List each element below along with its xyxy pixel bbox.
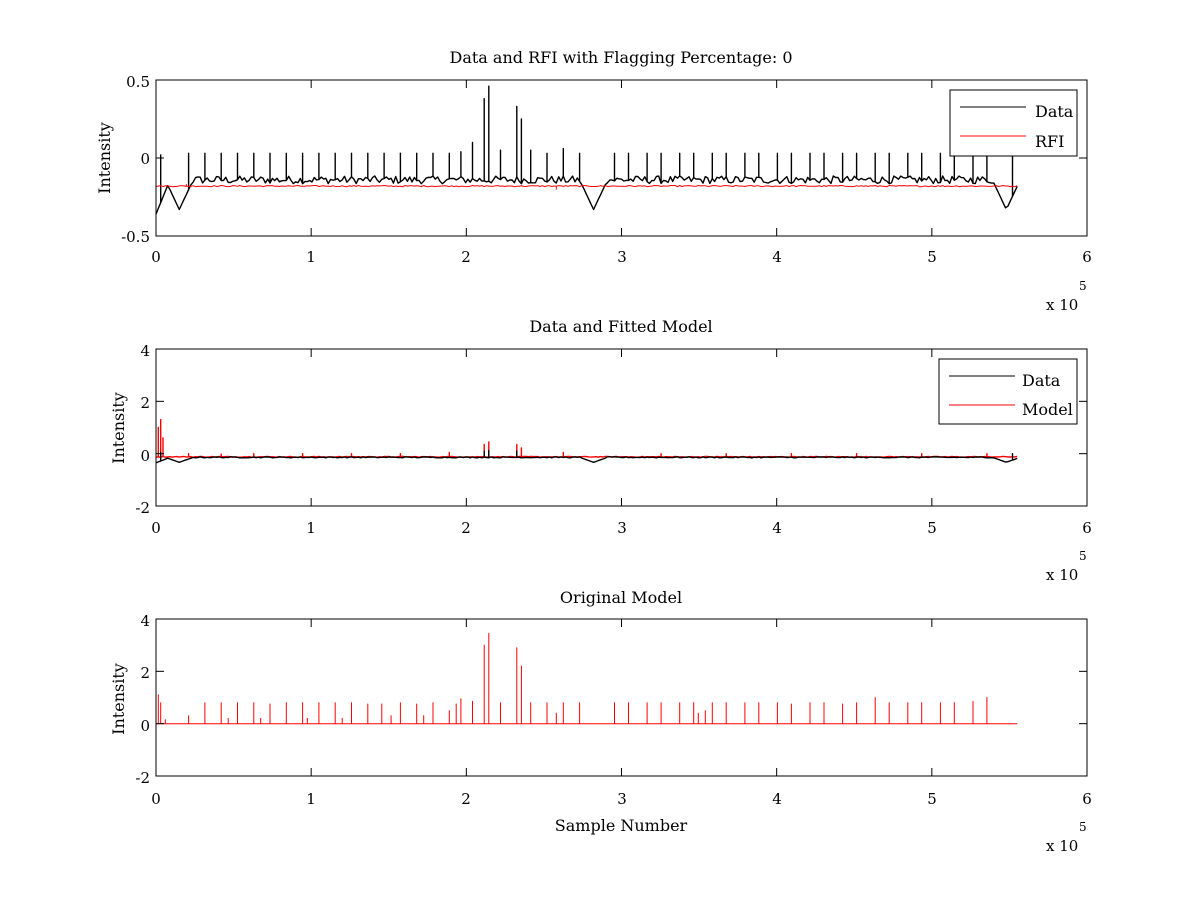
subplot-3-ylabel: Intensity: [109, 663, 128, 735]
subplot-1-xtick-label: 5: [927, 248, 937, 266]
subplot-2-lines: [155, 418, 1018, 464]
subplot-2-ytick-label: 4: [140, 342, 150, 360]
subplot-3-xtick-label: 2: [461, 790, 471, 808]
subplot-2-legend-label-model: Model: [1022, 400, 1073, 419]
subplot-2-xtick-label: 1: [306, 519, 316, 537]
subplot-1-ytick-label: 0: [140, 150, 150, 168]
subplot-1-ytick-label: 0.5: [126, 73, 150, 91]
subplot-3-xtick-label: 3: [617, 790, 627, 808]
series-model-line: [156, 632, 1018, 725]
subplot-1-xtick-label: 6: [1082, 248, 1092, 266]
subplot-1-legend: Data RFI: [949, 89, 1078, 157]
subplot-2-ytick-label: 0: [140, 447, 150, 465]
subplot-1-xtick-label: 0: [151, 248, 161, 266]
subplot-2-title: Data and Fitted Model: [529, 317, 712, 336]
series-rfi-line: [155, 184, 1018, 190]
subplot-3: Original Model Intensity 4 2 0 -2 0 1 2 …: [109, 588, 1092, 855]
subplot-2: Data and Fitted Model Intensity 4 2 0 -2…: [109, 317, 1092, 584]
subplot-1-exponent-power: 5: [1079, 279, 1087, 293]
subplot-3-xtick-label: 5: [927, 790, 937, 808]
subplot-1: Data and RFI with Flagging Percentage: 0…: [95, 48, 1092, 314]
subplot-2-legend: Data Model: [938, 358, 1078, 425]
subplot-3-xlabel: Sample Number: [555, 816, 688, 835]
subplot-2-xtick-label: 6: [1082, 519, 1092, 537]
subplot-2-exponent-power: 5: [1079, 549, 1087, 563]
subplot-1-legend-label-data: Data: [1035, 102, 1074, 121]
subplot-2-xtick-label: 5: [927, 519, 937, 537]
subplot-1-legend-box: [949, 89, 1078, 157]
subplot-2-xtick-label: 0: [151, 519, 161, 537]
subplot-3-lines: [156, 632, 1018, 725]
subplot-1-ytick-label: -0.5: [121, 228, 150, 246]
subplot-1-xtick-label: 2: [461, 248, 471, 266]
subplot-1-xtick-label: 3: [617, 248, 627, 266]
subplot-1-xtick-label: 1: [306, 248, 316, 266]
subplot-2-xtick-label: 4: [772, 519, 782, 537]
series-data-line: [155, 85, 1018, 215]
subplot-3-ytick-label: -2: [135, 769, 150, 787]
subplot-1-ticks: [155, 79, 1088, 237]
subplot-1-lines: [155, 85, 1018, 215]
subplot-2-legend-label-data: Data: [1022, 371, 1061, 390]
subplot-2-exponent-prefix: x 10: [1046, 566, 1078, 584]
subplot-3-ytick-label: 4: [140, 612, 150, 630]
subplot-3-xtick-label: 4: [772, 790, 782, 808]
series-data-line: [155, 449, 1018, 464]
subplot-3-exponent-prefix: x 10: [1046, 837, 1078, 855]
subplot-2-legend-box: [938, 358, 1078, 425]
subplot-1-exponent-prefix: x 10: [1046, 296, 1078, 314]
subplot-2-ticks: [155, 348, 1088, 507]
subplot-3-ytick-label: 2: [140, 664, 150, 682]
subplot-3-xtick-label: 6: [1082, 790, 1092, 808]
subplot-3-ticks: [155, 618, 1088, 777]
subplot-3-ytick-label: 0: [140, 717, 150, 735]
subplot-3-title: Original Model: [560, 588, 682, 607]
subplot-2-xtick-label: 3: [617, 519, 627, 537]
subplot-1-legend-label-rfi: RFI: [1035, 132, 1064, 151]
subplot-1-title: Data and RFI with Flagging Percentage: 0: [449, 48, 792, 67]
subplot-3-xtick-label: 0: [151, 790, 161, 808]
subplot-2-ylabel: Intensity: [109, 392, 128, 464]
subplot-1-xtick-label: 4: [772, 248, 782, 266]
subplot-2-xtick-label: 2: [461, 519, 471, 537]
subplot-3-xtick-label: 1: [306, 790, 316, 808]
subplot-2-ytick-label: -2: [135, 499, 150, 517]
subplot-3-exponent-power: 5: [1079, 820, 1087, 834]
subplot-2-ytick-label: 2: [140, 394, 150, 412]
subplot-1-ylabel: Intensity: [95, 122, 114, 194]
